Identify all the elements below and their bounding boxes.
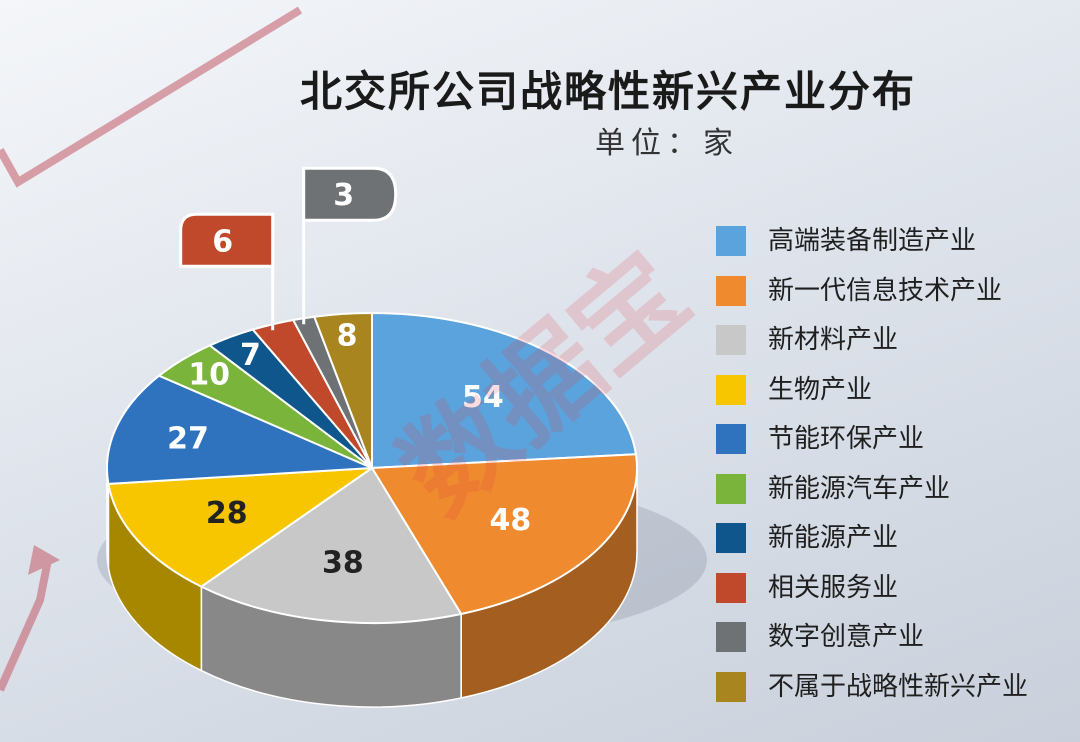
data-label-7: 7 <box>240 338 261 373</box>
legend-label: 数字创意产业 <box>768 622 925 652</box>
data-label-1: 54 <box>462 380 504 415</box>
legend-swatch <box>716 523 746 553</box>
callout-flags: 63 <box>179 166 398 331</box>
legend-swatch <box>716 374 746 405</box>
legend-item: 新材料产业 <box>716 321 1028 371</box>
pie-slice-5 <box>106 374 373 485</box>
pie-slice-3 <box>199 466 463 624</box>
legend-swatch <box>716 473 746 504</box>
legend-item: 生物产业 <box>716 371 1028 421</box>
legend-swatch <box>716 325 746 355</box>
legend-label: 节能环保产业 <box>768 424 925 454</box>
legend-label: 新能源汽车产业 <box>768 473 951 504</box>
pie-slice-4 <box>107 466 376 588</box>
flag-banner <box>179 212 275 268</box>
legend-swatch <box>716 424 746 454</box>
background-arrows <box>0 6 303 692</box>
legend-swatch <box>716 275 746 306</box>
legend-label: 相关服务业 <box>768 572 899 603</box>
legend-item: 数字创意产业 <box>716 618 1028 668</box>
data-label-4: 28 <box>206 496 248 531</box>
pie-chart: 54 48 38 28 27 10 7 8 <box>97 311 707 708</box>
legend-swatch <box>716 671 746 702</box>
flag-label: 3 <box>333 178 354 213</box>
chart-subtitle: 单位：家 <box>595 126 739 161</box>
chart-title: 北交所公司战略性新兴产业分布 <box>300 67 917 116</box>
legend-item: 新能源汽车产业 <box>716 470 1028 520</box>
legend-item: 高端装备制造产业 <box>716 222 1028 272</box>
legend-item: 新一代信息技术产业 <box>716 272 1028 322</box>
legend-label: 新材料产业 <box>768 325 899 355</box>
data-label-3: 38 <box>322 546 364 581</box>
legend-swatch <box>716 226 746 256</box>
legend-swatch <box>716 622 746 652</box>
pie-slice-1 <box>371 311 638 470</box>
flag-callout-9: 3 <box>302 166 398 325</box>
legend-item: 新能源产业 <box>716 519 1028 569</box>
legend-label: 生物产业 <box>768 374 873 405</box>
legend-item: 节能环保产业 <box>716 420 1028 470</box>
legend-item: 相关服务业 <box>716 569 1028 619</box>
legend: 高端装备制造产业 新一代信息技术产业 新材料产业生物产业节能环保产业 新能源汽车产业新… <box>716 222 1028 717</box>
data-label-6: 10 <box>188 358 230 393</box>
legend-label: 新能源产业 <box>768 523 899 553</box>
flag-banner <box>302 166 398 222</box>
pie-slice-10 <box>312 311 373 469</box>
pie-slice-2 <box>370 453 638 616</box>
flag-label: 6 <box>212 224 233 259</box>
data-label-10: 8 <box>337 319 358 354</box>
legend-swatch <box>716 572 746 603</box>
legend-label: 新一代信息技术产业 <box>768 275 1003 306</box>
legend-label: 高端装备制造产业 <box>768 226 977 256</box>
data-label-2: 48 <box>490 503 532 538</box>
data-label-5: 27 <box>167 422 209 457</box>
legend-label: 不属于战略性新兴产业 <box>768 671 1029 702</box>
flag-callout-8: 6 <box>179 212 275 331</box>
legend-item: 不属于战略性新兴产业 <box>716 668 1028 718</box>
